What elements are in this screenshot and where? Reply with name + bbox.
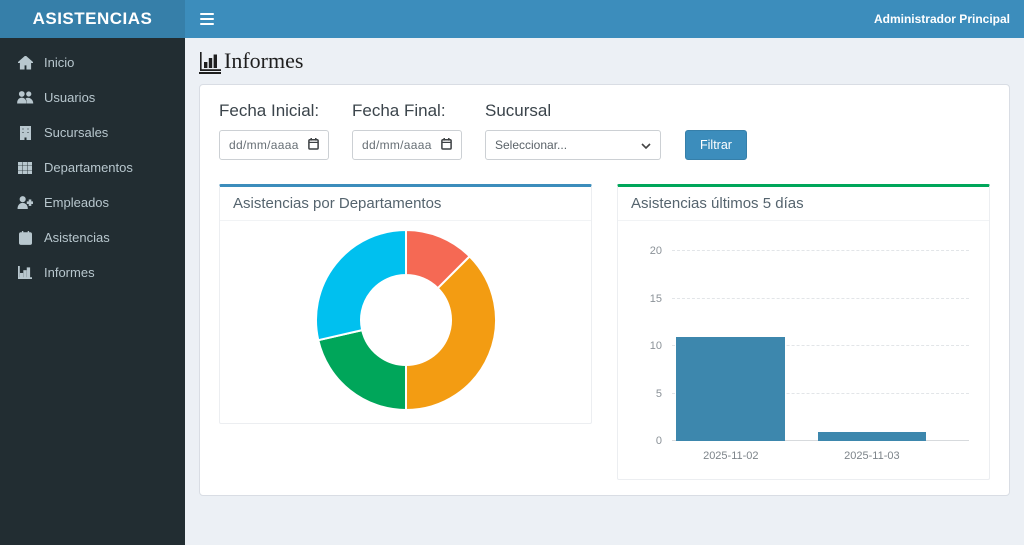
donut-chart <box>314 229 497 411</box>
calendar-icon[interactable] <box>308 137 319 153</box>
donut-card-title: Asistencias por Departamentos <box>220 187 591 221</box>
donut-card-body <box>220 221 591 423</box>
fecha-inicial-group: Fecha Inicial: dd/mm/aaaa <box>219 101 329 160</box>
sidebar-item-usuarios[interactable]: Usuarios <box>0 80 185 115</box>
fecha-final-label: Fecha Final: <box>352 101 446 120</box>
bar-2025-11-03 <box>817 431 926 441</box>
fecha-final-input[interactable]: dd/mm/aaaa <box>352 130 462 160</box>
informes-title-icon <box>199 52 221 74</box>
calendar-icon[interactable] <box>441 137 452 153</box>
sidebar-item-departamentos[interactable]: Departamentos <box>0 150 185 185</box>
fecha-inicial-label: Fecha Inicial: <box>219 101 320 120</box>
sidebar-item-label: Asistencias <box>44 230 110 245</box>
top-header: ASISTENCIAS Administrador Principal <box>0 0 1024 38</box>
sucursal-label: Sucursal <box>485 101 552 120</box>
donut-segment-3 <box>314 229 407 342</box>
informes-panel: Fecha Inicial: dd/mm/aaaa Fecha Final: d… <box>199 84 1010 496</box>
sidebar-item-label: Departamentos <box>44 160 133 175</box>
sidebar-item-sucursales[interactable]: Sucursales <box>0 115 185 150</box>
sucursal-select[interactable]: Seleccionar... <box>485 130 661 160</box>
page-title-text: Informes <box>224 48 304 73</box>
sidebar-item-label: Informes <box>44 265 95 280</box>
sucursal-selected-value: Seleccionar... <box>495 138 568 152</box>
fecha-final-group: Fecha Final: dd/mm/aaaa <box>352 101 462 160</box>
x-tick-label: 2025-11-03 <box>844 450 900 462</box>
calendar-check-icon <box>16 230 34 245</box>
sidebar-item-label: Inicio <box>44 55 75 70</box>
sidebar-item-label: Usuarios <box>44 90 96 105</box>
sidebar-item-empleados[interactable]: Empleados <box>0 185 185 220</box>
user-menu[interactable]: Administrador Principal <box>873 12 1010 26</box>
navbar: Administrador Principal <box>185 0 1024 38</box>
fecha-final-placeholder: dd/mm/aaaa <box>362 138 432 152</box>
sidebar-toggle-icon[interactable] <box>198 9 216 29</box>
y-tick-label: 15 <box>649 292 662 305</box>
fecha-inicial-input[interactable]: dd/mm/aaaa <box>219 130 329 160</box>
filtrar-button[interactable]: Filtrar <box>685 130 747 160</box>
brand-logo[interactable]: ASISTENCIAS <box>0 0 185 38</box>
grid-icon <box>16 161 34 174</box>
bar-card: Asistencias últimos 5 días 0 5 10 15 20 2025… <box>617 184 990 480</box>
donut-segment-1 <box>404 255 497 411</box>
donut-segment-2 <box>316 329 407 411</box>
bar-chart-x-axis: 2025-11-02 2025-11-03 <box>672 441 969 465</box>
sidebar-item-label: Empleados <box>44 195 110 210</box>
page-title: Informes <box>199 48 1010 74</box>
sidebar-item-informes[interactable]: Informes <box>0 255 185 290</box>
bar-card-body: 0 5 10 15 20 2025-11-02 2025-11-03 <box>618 221 989 479</box>
home-icon <box>16 55 34 70</box>
x-tick-label: 2025-11-02 <box>703 450 759 462</box>
users-icon <box>16 91 34 104</box>
bar-chart: 0 5 10 15 20 <box>650 245 969 447</box>
fecha-inicial-placeholder: dd/mm/aaaa <box>229 138 299 152</box>
gridline-20: 20 <box>650 245 969 257</box>
gridline-15: 15 <box>650 293 969 305</box>
filter-row: Fecha Inicial: dd/mm/aaaa Fecha Final: d… <box>219 101 990 160</box>
y-tick-label: 10 <box>649 340 662 352</box>
bar-2025-11-02 <box>676 336 785 441</box>
sidebar-item-asistencias[interactable]: Asistencias <box>0 220 185 255</box>
y-tick-label: 20 <box>649 245 662 257</box>
building-icon <box>16 125 34 140</box>
user-plus-icon <box>16 196 34 209</box>
gridline-5: 5 <box>656 388 969 400</box>
bar-card-title: Asistencias últimos 5 días <box>618 187 989 221</box>
bar-chart-icon <box>16 266 34 279</box>
gridline-10: 10 <box>650 340 969 352</box>
y-tick-label: 0 <box>655 435 662 447</box>
charts-row: Asistencias por Departamentos Asistencia… <box>219 184 990 480</box>
sucursal-group: Sucursal Seleccionar... <box>485 101 661 160</box>
sidebar-item-inicio[interactable]: Inicio <box>0 45 185 80</box>
donut-card: Asistencias por Departamentos <box>219 184 592 424</box>
sidebar: Inicio Usuarios Sucursales Departamentos… <box>0 38 185 545</box>
y-tick-label: 5 <box>655 387 662 400</box>
main-content: Informes Fecha Inicial: dd/mm/aaaa Fecha… <box>185 38 1024 545</box>
sidebar-item-label: Sucursales <box>44 125 109 140</box>
chevron-down-icon <box>641 138 651 152</box>
